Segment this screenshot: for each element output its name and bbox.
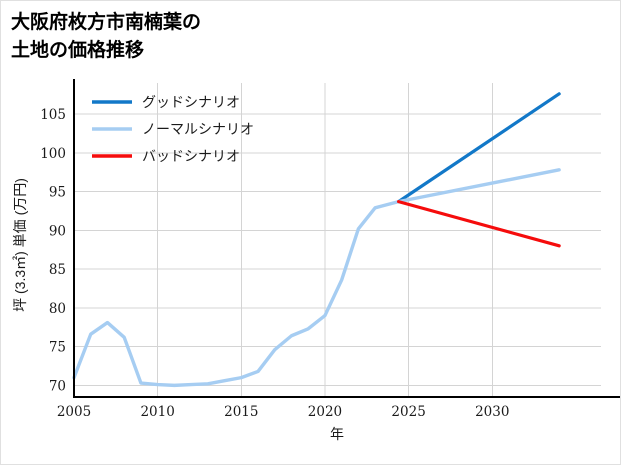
- x-tick-label: 2030: [475, 404, 509, 420]
- series-line-good: [396, 92, 561, 204]
- x-tick-label: 2020: [308, 404, 342, 420]
- x-tick-label: 2005: [57, 404, 91, 420]
- x-tick-label: 2025: [391, 404, 425, 420]
- legend-label: バッドシナリオ: [142, 149, 240, 165]
- y-axis-title: 坪 (3.3㎡) 単価 (万円): [12, 178, 28, 312]
- chart-title: 大阪府枚方市南楠葉の 土地の価格推移: [11, 12, 202, 61]
- x-tick-label: 2010: [140, 404, 174, 420]
- y-tick-label: 70: [49, 378, 66, 394]
- y-tick-labels: 70 75 80 85 90 95 100 105: [40, 107, 66, 394]
- series-layer: [72, 92, 561, 388]
- y-tick-label: 100: [40, 146, 66, 162]
- y-tick-label: 90: [49, 223, 66, 239]
- y-tick-label: 80: [49, 301, 66, 317]
- y-tick-label: 75: [49, 340, 66, 356]
- series-line-bad: [396, 200, 561, 248]
- legend-label: ノーマルシナリオ: [142, 122, 254, 138]
- x-tick-labels: 2005 2010 2015 2020 2025 2030: [57, 404, 510, 420]
- y-tick-label: 105: [40, 107, 66, 123]
- gridlines-layer: [73, 83, 601, 397]
- series-line-normal: [72, 168, 561, 388]
- axis-spines: [72, 79, 620, 399]
- x-axis-title: 年: [330, 426, 344, 442]
- legend-label: グッドシナリオ: [142, 95, 240, 111]
- y-tick-label: 85: [49, 262, 66, 278]
- y-tick-label: 95: [49, 185, 66, 201]
- x-tick-label: 2015: [224, 404, 258, 420]
